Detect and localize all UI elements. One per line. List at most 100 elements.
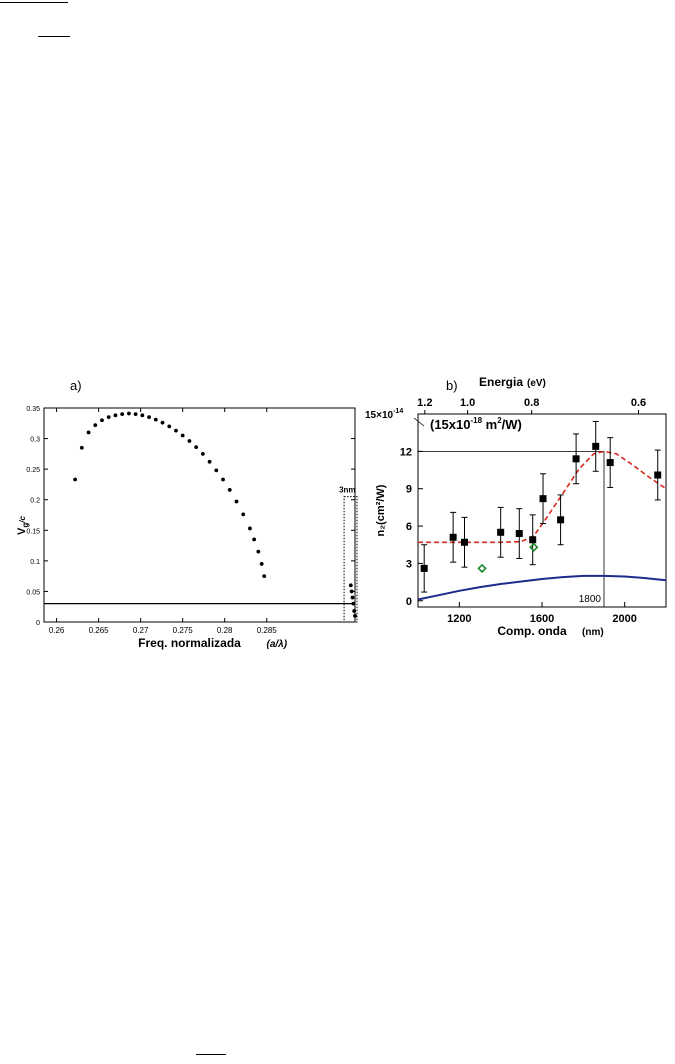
data-point xyxy=(106,415,111,420)
y-axis-label: Vg/c xyxy=(16,516,30,535)
x-axis-unit: (a/λ) xyxy=(267,639,288,650)
data-point xyxy=(174,428,178,433)
nonlinear-index-chart: Energia (eV) 1.2 1.0 0.8 0.6 1200 1600 2000 0 3 6 9 1… xyxy=(365,375,667,638)
bandwidth-annotation: 3nm xyxy=(339,486,355,495)
y-tick-label: 12 xyxy=(400,446,412,458)
data-point xyxy=(73,477,77,482)
data-point xyxy=(529,536,537,544)
inset-label: (15x10-18 m2/W) xyxy=(430,416,522,432)
data-point xyxy=(592,442,600,450)
footer-rule xyxy=(196,1054,226,1055)
data-point xyxy=(606,459,614,467)
data-point xyxy=(351,601,356,606)
data-point xyxy=(420,564,428,572)
y-tick-label: 0.05 xyxy=(26,589,40,596)
top-tick-label: 1.0 xyxy=(460,397,475,409)
data-point xyxy=(350,595,355,600)
data-point xyxy=(449,533,457,541)
data-point xyxy=(349,589,354,594)
y-tick-label: 0.35 xyxy=(26,406,40,413)
y-tick-label: 0.1 xyxy=(30,559,40,566)
plot-frame xyxy=(43,407,356,623)
y-tick-label: 6 xyxy=(406,521,412,533)
panel-b-label: b) xyxy=(446,378,458,393)
data-point xyxy=(352,609,357,613)
data-point xyxy=(227,488,232,492)
data-point xyxy=(86,430,91,435)
data-point xyxy=(133,412,138,417)
data-point xyxy=(461,538,468,546)
data-point xyxy=(515,530,523,538)
top-axis-unit: (eV) xyxy=(527,378,546,389)
x-axis-label: Freq. normalizada xyxy=(138,636,241,650)
x-tick-label: 1200 xyxy=(447,613,471,625)
data-point xyxy=(79,445,84,450)
data-point xyxy=(256,549,261,554)
data-point xyxy=(194,445,199,450)
data-point xyxy=(221,477,225,482)
data-point xyxy=(180,433,185,438)
data-point xyxy=(572,455,580,463)
data-point xyxy=(539,495,547,503)
data-point xyxy=(126,411,131,416)
data-point xyxy=(153,417,158,422)
x-tick-label: 0.26 xyxy=(49,626,65,635)
bandwidth-box xyxy=(343,496,358,623)
x-tick-label: 1600 xyxy=(530,613,554,625)
y-tick-label: 0 xyxy=(36,620,40,627)
y-tick-label: 0.3 xyxy=(30,437,40,444)
vline-label: 1800 xyxy=(579,594,602,605)
data-point xyxy=(214,468,219,473)
top-tick-label: 0.6 xyxy=(631,397,646,409)
x-tick-label: 0.265 xyxy=(89,626,110,635)
x-tick-label: 0.28 xyxy=(217,626,233,635)
data-point xyxy=(167,424,172,429)
y-tick-label: 3 xyxy=(406,558,412,570)
data-point xyxy=(234,499,239,504)
y-tick-label: 9 xyxy=(406,484,412,496)
x-tick-label: 0.285 xyxy=(257,626,278,635)
data-point xyxy=(140,413,145,418)
y-tick-label: 0.2 xyxy=(30,498,40,505)
data-point xyxy=(207,459,212,464)
y-tick-label: 0 xyxy=(406,596,412,608)
header-rule-short xyxy=(38,36,70,37)
group-velocity-chart: 0.26 0.265 0.27 0.275 0.28 0.285 0 0.05 0.1 0.15 0… xyxy=(16,406,358,650)
y-tick-label: 0.25 xyxy=(26,467,40,474)
x-tick-label: 2000 xyxy=(612,613,636,625)
data-point xyxy=(200,451,205,456)
theory-curve xyxy=(417,574,667,601)
data-point xyxy=(497,528,505,536)
data-point xyxy=(248,526,252,531)
data-point xyxy=(241,512,246,517)
top-axis-title: Energia xyxy=(479,375,523,389)
scale-arrow xyxy=(413,417,425,427)
data-point xyxy=(557,516,565,524)
data-point xyxy=(100,418,104,423)
data-point xyxy=(160,420,165,425)
top-tick-label: 0.8 xyxy=(524,397,539,409)
panel-a-label: a) xyxy=(70,378,82,393)
y-axis-label: n₂(cm²/W) xyxy=(375,484,387,536)
top-tick-label: 1.2 xyxy=(417,397,432,409)
data-point xyxy=(252,537,257,542)
data-point xyxy=(187,439,192,443)
y-tick-label: 0.15 xyxy=(26,528,40,535)
fit-curve xyxy=(418,450,667,544)
x-tick-label: 0.27 xyxy=(133,626,149,635)
data-point xyxy=(654,471,662,479)
diamond-point xyxy=(529,542,539,552)
data-point xyxy=(259,562,264,566)
data-point xyxy=(262,574,267,579)
data-point xyxy=(348,583,353,588)
data-point xyxy=(113,413,118,418)
x-tick-label: 0.275 xyxy=(173,626,194,635)
data-point xyxy=(353,613,357,618)
data-point xyxy=(120,412,125,417)
scale-label: 15×10-14 xyxy=(365,408,403,421)
data-point xyxy=(147,415,151,420)
header-rule-long xyxy=(0,2,68,3)
data-point xyxy=(93,423,98,428)
x-axis-unit: (nm) xyxy=(582,627,604,638)
x-axis-label: Comp. onda xyxy=(497,624,567,638)
